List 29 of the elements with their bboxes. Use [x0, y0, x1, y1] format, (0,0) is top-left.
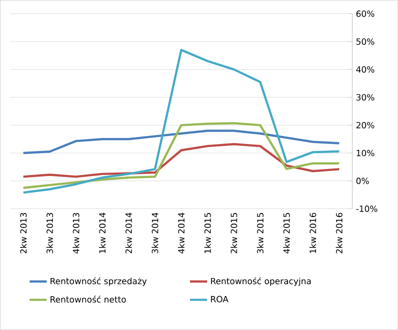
- y-tick-label: 30%: [356, 94, 374, 101]
- legend-label: Rentowność sprzedaży: [50, 277, 147, 286]
- x-tick-label: 3kw 2014: [152, 212, 158, 254]
- x-tick-label: 1kw 2016: [310, 212, 316, 253]
- x-tick-label: 2kw 2013: [20, 212, 27, 254]
- x-tick-label: 2kw 2014: [125, 212, 132, 254]
- x-tick-label: 2kw 2016: [336, 212, 342, 254]
- line-series: [22, 130, 340, 154]
- y-tick-label: 40%: [356, 66, 374, 73]
- x-tick-label: 1kw 2015: [204, 213, 211, 253]
- x-tick-label: 4kw 2014: [178, 212, 185, 254]
- x-tick-label: 4kw 2013: [72, 212, 80, 254]
- line-series: [22, 122, 340, 189]
- x-tick-label: 4kw 2015: [283, 213, 290, 254]
- y-tick-label: -10%: [356, 206, 378, 212]
- x-tick-label: 1kw 2014: [99, 212, 106, 253]
- legend-label: Rentowność operacyjna: [211, 277, 311, 286]
- y-tick-label: 10%: [356, 150, 374, 156]
- y-tick-label: 60%: [356, 10, 374, 17]
- x-tick-label: 3kw 2015: [256, 213, 264, 254]
- legend-label: ROA: [211, 296, 228, 302]
- x-tick-label: 2kw 2015: [230, 213, 238, 254]
- x-tick-label: 3kw 2013: [46, 212, 53, 254]
- line-series: [22, 48, 340, 194]
- line-series: [22, 143, 340, 178]
- y-tick-label: 20%: [356, 122, 374, 128]
- y-tick-label: 0%: [356, 178, 369, 184]
- y-tick-label: 50%: [356, 38, 374, 45]
- legend-label: Rentowność netto: [50, 296, 126, 303]
